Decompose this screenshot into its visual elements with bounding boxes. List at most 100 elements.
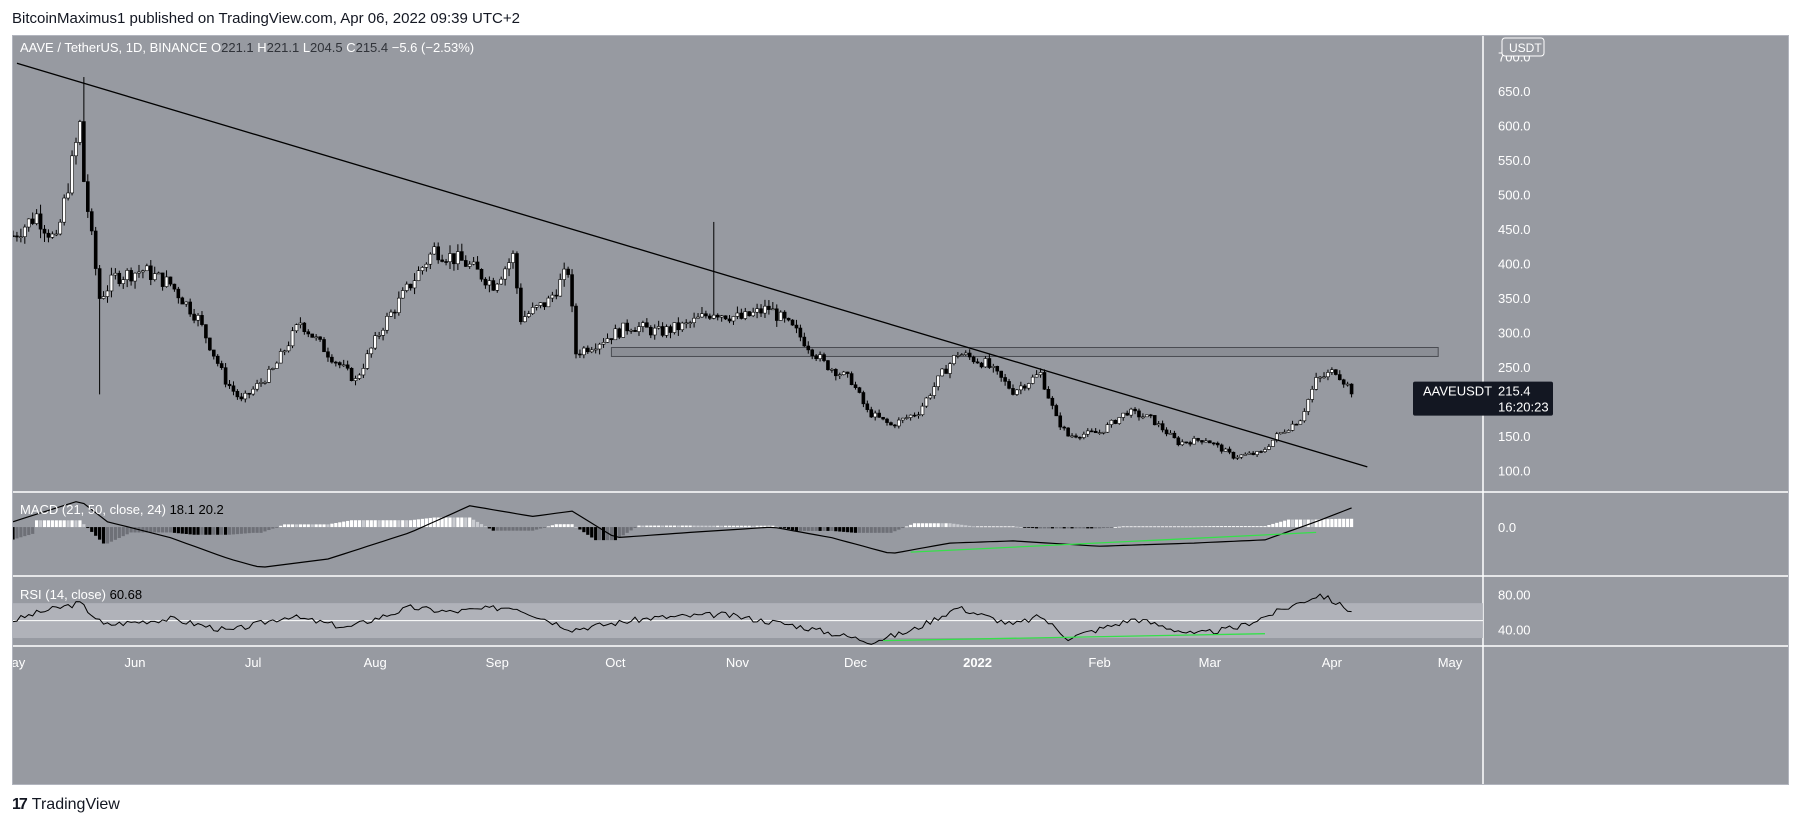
candle-body: [916, 414, 921, 417]
candle-body: [1302, 411, 1307, 422]
publish-info: BitcoinMaximus1 published on TradingView…: [12, 10, 520, 27]
candle-body: [404, 283, 409, 291]
macd-histogram-bar: [373, 520, 377, 528]
macd-histogram-bar: [865, 527, 869, 533]
candle-body: [1145, 414, 1149, 418]
candle-body: [156, 272, 161, 275]
candle-body: [790, 319, 795, 326]
candle-body: [235, 391, 240, 398]
last-price-symbol: AAVEUSDT: [1423, 384, 1492, 399]
candle-body: [739, 312, 744, 319]
macd-histogram-bar: [192, 527, 196, 535]
last-price-tag-box: [1413, 381, 1553, 416]
macd-histogram-bar: [594, 527, 598, 541]
candle-body: [278, 351, 283, 364]
candle-body: [593, 348, 598, 351]
candle-body: [778, 311, 783, 321]
candle-body: [1172, 432, 1177, 439]
macd-histogram-bar: [401, 520, 405, 528]
macd-histogram-bar: [204, 527, 208, 535]
candle-body: [585, 347, 590, 353]
price-tick-300.0: 300.0: [1498, 325, 1531, 340]
macd-histogram-bar: [535, 527, 539, 530]
candle-body: [239, 396, 244, 400]
candle-body: [302, 322, 307, 333]
footer-brand[interactable]: 17 TradingView: [12, 796, 120, 814]
candle-body: [152, 273, 157, 280]
candle-body: [70, 155, 74, 194]
candle-body: [1326, 372, 1330, 378]
macd-histogram-bar: [633, 527, 637, 528]
macd-histogram-bar: [353, 520, 358, 528]
price-tick-400.0: 400.0: [1498, 256, 1531, 271]
candle-body: [1066, 427, 1070, 437]
candle-body: [1050, 397, 1055, 406]
chart-canvas[interactable]: 100.0150.0200.0250.0300.0350.0400.0450.0…: [13, 36, 1788, 784]
macd-histogram-bar: [1212, 526, 1216, 528]
candle-body: [42, 228, 47, 234]
candle-body: [215, 355, 220, 364]
macd-histogram-bar: [98, 527, 102, 540]
candle-body: [50, 233, 55, 238]
macd-histogram-bar: [27, 527, 31, 536]
candle-body: [897, 419, 901, 427]
macd-histogram-bar: [1188, 526, 1192, 528]
macd-histogram-bar: [842, 527, 846, 532]
candle-body: [1215, 442, 1220, 446]
macd-histogram-bar: [397, 520, 401, 528]
candle-body: [227, 383, 232, 387]
macd-histogram-bar: [1157, 526, 1161, 528]
macd-histogram-bar: [1082, 527, 1086, 529]
macd-histogram-bar: [731, 525, 736, 528]
candle-body: [727, 318, 732, 322]
candle-body: [877, 412, 881, 418]
macd-histogram-bar: [70, 520, 74, 528]
macd-histogram-bar: [566, 524, 570, 528]
candle-body: [538, 302, 543, 306]
macd-histogram-bar: [1267, 525, 1271, 528]
candle-body: [373, 335, 378, 349]
macd-histogram-bar: [1035, 527, 1039, 529]
macd-histogram-bar: [227, 527, 232, 535]
macd-histogram-bar: [511, 527, 515, 531]
chart-frame[interactable]: 100.0150.0200.0250.0300.0350.0400.0450.0…: [12, 35, 1789, 785]
candle-body: [648, 326, 653, 336]
macd-histogram-bar: [365, 520, 369, 528]
candle-body: [1156, 423, 1161, 426]
macd-histogram-bar: [1019, 527, 1023, 528]
candle-body: [1034, 374, 1039, 378]
macd-histogram-bar: [649, 525, 653, 528]
macd-histogram-bar: [857, 527, 862, 533]
macd-histogram-bar: [909, 524, 913, 528]
macd-histogram-bar: [735, 525, 740, 528]
macd-histogram-bar: [23, 527, 27, 537]
macd-legend: MACD (21, 50, close, 24) 18.1 20.2: [20, 502, 224, 517]
candle-body: [1263, 449, 1267, 452]
candle-body: [1255, 451, 1259, 455]
candle-body: [133, 272, 137, 282]
candle-body: [755, 308, 759, 313]
macd-histogram-bar: [625, 527, 629, 533]
candle-body: [180, 297, 185, 305]
candle-body: [290, 330, 295, 347]
macd-histogram-bar: [133, 527, 137, 533]
candle-body: [1129, 408, 1133, 416]
candle-body: [601, 342, 606, 345]
macd-histogram-bar: [149, 527, 153, 533]
candle-body: [1019, 385, 1023, 391]
candle-body: [656, 326, 661, 329]
candle-body: [192, 313, 196, 321]
candle-body: [574, 305, 578, 355]
symbol-legend: AAVE / TetherUS, 1D, BINANCE O221.1 H221…: [20, 40, 474, 55]
candle-body: [523, 316, 527, 323]
candle-body: [597, 343, 602, 350]
candle-body: [306, 331, 311, 335]
candle-body: [841, 371, 846, 375]
candle-body: [424, 263, 429, 268]
candle-body: [1314, 377, 1318, 390]
last-price-value: 215.4: [1498, 384, 1531, 399]
close-value: 215.4: [356, 40, 392, 55]
macd-histogram-bar: [184, 527, 188, 534]
candle-body: [558, 279, 563, 297]
macd-histogram-bar: [235, 527, 240, 535]
